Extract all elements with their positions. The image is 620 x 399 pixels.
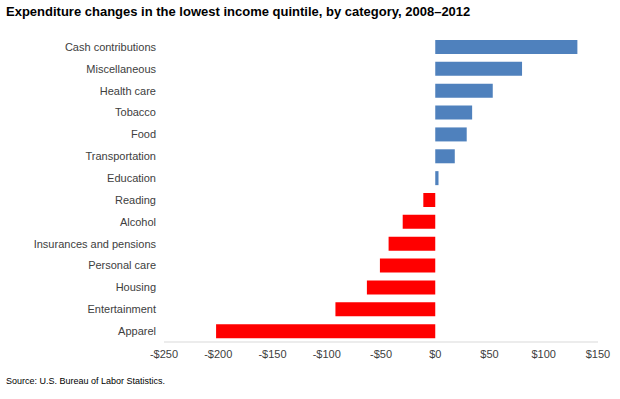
svg-text:$150: $150 [586,348,610,360]
svg-text:Food: Food [131,128,156,140]
svg-text:Education: Education [107,172,156,184]
svg-text:-$100: -$100 [313,348,341,360]
svg-text:Health care: Health care [100,85,156,97]
svg-text:Housing: Housing [116,281,156,293]
svg-text:-$250: -$250 [150,348,178,360]
svg-text:-$150: -$150 [258,348,286,360]
svg-text:Cash contributions: Cash contributions [65,41,157,53]
svg-text:Reading: Reading [115,194,156,206]
svg-text:$100: $100 [532,348,556,360]
svg-text:Entertainment: Entertainment [88,303,156,315]
svg-text:Miscellaneous: Miscellaneous [86,63,156,75]
svg-text:Alcohol: Alcohol [120,216,156,228]
svg-text:Personal care: Personal care [88,259,156,271]
svg-text:-$50: -$50 [370,348,392,360]
svg-text:Insurances and pensions: Insurances and pensions [34,238,157,250]
svg-text:Transportation: Transportation [85,150,156,162]
svg-text:$0: $0 [429,348,441,360]
svg-text:Apparel: Apparel [118,325,156,337]
html-text:Expenditure changes in the low: Expenditure changes in the lowest income… [6,4,471,19]
html-text:Source: U.S. Bureau of Labor S: Source: U.S. Bureau of Labor Statistics. [6,376,166,386]
svg-text:-$200: -$200 [204,348,232,360]
svg-text:Tobacco: Tobacco [115,106,156,118]
svg-text:$50: $50 [480,348,498,360]
